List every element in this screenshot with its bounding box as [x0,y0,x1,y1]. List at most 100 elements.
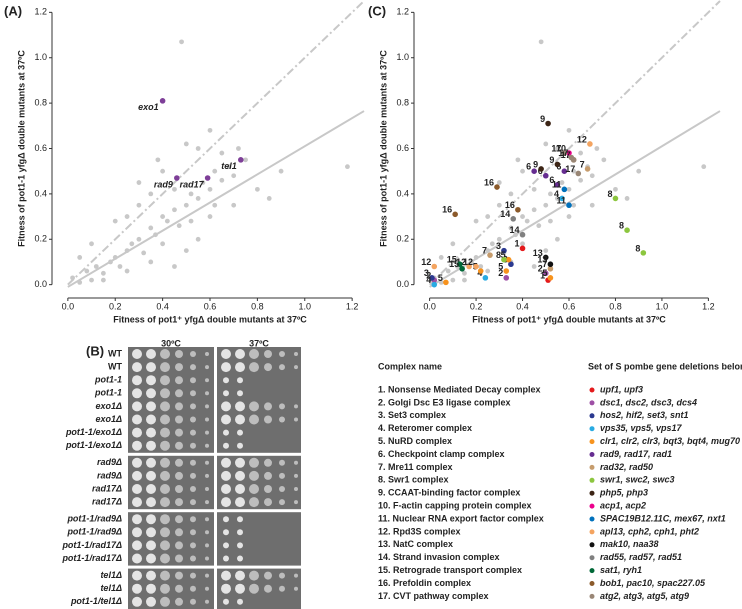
point [148,259,154,265]
strain-label: pot1-1 [94,388,122,398]
colony-spot [175,485,183,493]
colony-spot [279,472,285,479]
point [89,277,94,283]
colony-spot [205,391,209,396]
colony-spot [223,377,229,384]
point [195,146,201,151]
colony-spot [235,484,245,494]
colony-spot [249,414,259,425]
colony-spot [279,351,285,357]
legend-dot [589,452,595,457]
point [219,177,225,183]
point [266,196,272,201]
colony-spot [160,514,170,525]
colony-spot [249,484,259,494]
point [547,265,554,272]
colony-spot [190,572,196,579]
colony-spot [205,473,209,478]
table-header: Complex name [378,361,442,371]
colony-spot [279,459,285,466]
colony-spot [190,486,196,492]
legend-dot [589,542,595,548]
legend-dot [589,516,595,522]
strain-label: pot1-1/exo1Δ [65,427,122,437]
colony-spot [279,416,285,423]
colony-spot [175,441,183,450]
complex-name: 9. CCAAT-binding factor complex [378,488,520,498]
point [554,161,561,168]
colony-spot [205,573,209,578]
colony-spot [175,389,183,398]
strain-label: pot1-1/rad9Δ [66,527,122,537]
point [487,252,493,258]
legend-dot [589,426,595,432]
point [124,214,130,219]
colony-spot [132,484,142,494]
point [117,264,123,269]
point-label: 13 [537,255,547,265]
gene-set: rad9, rad17, rad1 [600,449,672,459]
point-label: 12 [463,257,473,267]
complex-name: 3. Set3 complex [378,410,446,420]
point [508,191,514,197]
point [515,157,521,163]
colony-spot [264,584,272,593]
x-tick-label: 0.0 [62,301,75,311]
point [212,202,218,208]
colony-spot [223,390,229,397]
colony-spot [294,573,298,578]
colony-spot [221,401,231,412]
colony-spot [264,415,272,424]
point [231,173,237,179]
point [519,231,526,238]
colony-spot [190,403,196,410]
point [176,223,182,229]
point-label: 11 [556,196,566,206]
point [584,166,591,172]
colony-spot [294,586,298,591]
x-tick-label: 0.6 [204,301,217,311]
y-axis-label: Fitness of pot1-1 yfgΔ double mutants at… [16,50,26,247]
colony-spot [190,585,196,592]
point [443,279,449,286]
legend-dot [589,568,595,574]
colony-spot [205,352,209,356]
y-tick-label: 0.2 [34,234,47,244]
colony-spot [237,516,243,523]
point [624,227,630,233]
point [482,275,489,281]
point-label: 5 [501,250,506,260]
colony-spot [146,514,156,525]
colony-spot [175,584,183,593]
colony-spot [132,583,142,594]
colony-spot [190,472,196,479]
point [462,270,467,276]
colony-spot [160,349,170,359]
y-axis-label: Fitness of pot1-1 yfgΔ double mutants at… [378,50,388,247]
colony-spot [190,516,196,523]
gene-set: apl13, cph2, cph1, pht2 [600,526,699,536]
colony-spot [205,543,209,548]
colony-spot [264,498,272,507]
point-label: 7 [482,246,487,256]
point [559,195,565,202]
colony-spot [223,529,229,536]
colony-spot [175,528,183,537]
complex-name: 10. F-actin capping protein complex [378,500,532,510]
reference-line [67,110,365,288]
colony-spot [175,571,183,580]
plate [217,568,301,609]
colony-spot [294,404,298,409]
colony-spot [146,596,156,607]
gene-set: dsc1, dsc2, dsc3, dcs4 [600,397,697,407]
colony-spot [132,349,142,359]
colony-spot [146,553,156,564]
point-label: 7 [542,259,547,269]
x-axis-label: Fitness of pot1⁺ yfgΔ double mutants at … [113,314,307,324]
x-tick-label: 0.8 [251,301,264,311]
point [542,254,549,261]
gene-set: php5, php3 [599,488,648,498]
colony-spot [132,540,142,551]
point [542,270,549,277]
